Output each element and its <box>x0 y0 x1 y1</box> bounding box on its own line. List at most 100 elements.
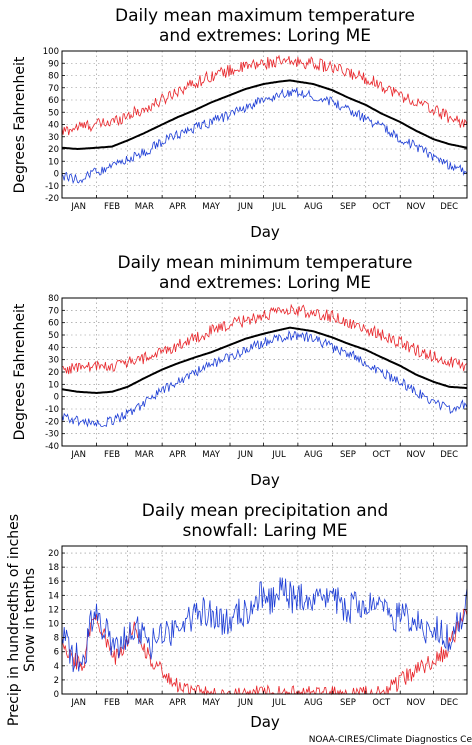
min-temperature-panel: Daily mean minimum temperature and extre… <box>12 253 468 489</box>
y-axis-label: Degrees Fahrenheit <box>12 56 28 193</box>
x-axis-label: Day <box>250 223 280 241</box>
x-tick-label: AUG <box>304 202 323 212</box>
y-tick-label: 6 <box>54 648 59 658</box>
series-line-low <box>61 87 468 185</box>
y-tick-label: 80 <box>48 72 59 82</box>
series-line-record <box>61 54 468 136</box>
x-tick-label: JAN <box>70 202 86 212</box>
panel-title-line-2: and extremes: Loring ME <box>159 273 371 293</box>
x-tick-label: OCT <box>372 450 391 460</box>
y-tick-label: 50 <box>48 331 59 341</box>
x-tick-label: NOV <box>406 450 425 460</box>
x-tick-label: JUN <box>237 202 253 212</box>
x-tick-label: NOV <box>406 698 425 708</box>
y-tick-label: -10 <box>45 405 59 415</box>
y-tick-label: 100 <box>43 47 59 57</box>
x-tick-label: MAY <box>202 202 220 212</box>
y-tick-label: -20 <box>45 194 59 204</box>
panel-title-line-2: snowfall: Laring ME <box>183 521 348 541</box>
x-tick-label: JUN <box>237 450 253 460</box>
x-tick-label: JUL <box>271 698 286 708</box>
x-tick-label: APR <box>169 698 186 708</box>
y-tick-label: 20 <box>48 368 59 378</box>
x-axis-label: Day <box>250 713 280 731</box>
y-tick-label: -40 <box>45 442 59 452</box>
y-tick-label: 12 <box>48 605 59 615</box>
y-tick-label: 2 <box>54 676 59 686</box>
y-tick-label: 20 <box>48 145 59 155</box>
x-tick-label: FEB <box>104 450 120 460</box>
y-tick-label: 18 <box>48 563 59 573</box>
y-tick-label: 30 <box>48 133 59 143</box>
y-axis-label: Degrees Fahrenheit <box>12 303 28 440</box>
x-tick-label: SEP <box>340 202 356 212</box>
x-tick-label: MAR <box>135 450 154 460</box>
y-tick-label: 40 <box>48 121 59 131</box>
series-line-precip <box>61 577 468 673</box>
x-tick-label: AUG <box>304 698 323 708</box>
plot-area: -40 -30 -20 -10 0 10 20 30 40 50 60 70 80 JAN FEB MAR AP… <box>45 294 468 460</box>
x-tick-label: DEC <box>440 450 458 460</box>
x-tick-label: APR <box>169 450 186 460</box>
y-axis-label-line-1: Precip in hundredths of inches <box>6 514 22 726</box>
panel-title-line-2: and extremes: Loring ME <box>159 26 371 46</box>
plot-area: 0 2 4 6 8 10 12 14 16 18 20 JAN FEB MAR APR MAY JUN JUL AU… <box>48 545 468 708</box>
y-tick-label: -30 <box>45 430 59 440</box>
series-line-record <box>61 303 468 375</box>
x-tick-label: JAN <box>70 450 86 460</box>
y-tick-label: 4 <box>54 662 59 672</box>
y-tick-label: 60 <box>48 319 59 329</box>
x-tick-label: JUN <box>237 698 253 708</box>
x-tick-label: JUL <box>271 450 286 460</box>
x-tick-label: JAN <box>70 698 86 708</box>
y-tick-label: 0 <box>54 690 59 700</box>
x-axis-label: Day <box>250 471 280 489</box>
y-tick-label: 10 <box>48 620 59 630</box>
y-tick-label: 30 <box>48 356 59 366</box>
y-axis-label-line-2: Snow in tenths <box>22 568 38 672</box>
y-tick-label: 40 <box>48 343 59 353</box>
x-tick-label: MAY <box>202 450 220 460</box>
y-tick-label: 80 <box>48 294 59 304</box>
x-tick-label: APR <box>169 202 186 212</box>
x-tick-label: JUL <box>271 202 286 212</box>
plot-frame <box>61 545 468 695</box>
y-tick-label: 70 <box>48 84 59 94</box>
y-tick-label: 8 <box>54 634 59 644</box>
x-tick-label: SEP <box>340 450 356 460</box>
y-tick-label: 60 <box>48 96 59 106</box>
y-tick-label: 50 <box>48 108 59 118</box>
y-tick-label: 16 <box>48 577 59 587</box>
panel-title-line-1: Daily mean precipitation and <box>142 501 389 521</box>
series-line-mean <box>61 79 468 151</box>
x-tick-label: MAR <box>135 698 154 708</box>
y-tick-label: -20 <box>45 417 59 427</box>
series-line-low <box>61 330 468 428</box>
y-tick-label: 70 <box>48 306 59 316</box>
x-tick-label: DEC <box>440 698 458 708</box>
y-tick-label: 0 <box>54 393 59 403</box>
series-line-mean <box>61 326 467 395</box>
y-tick-label: 14 <box>48 591 59 601</box>
x-tick-label: SEP <box>340 698 356 708</box>
x-tick-label: OCT <box>372 202 391 212</box>
x-tick-label: OCT <box>372 698 391 708</box>
x-tick-label: FEB <box>104 202 120 212</box>
credit-text: NOAA-CIRES/Climate Diagnostics Ce <box>309 735 472 745</box>
y-tick-label: 10 <box>48 380 59 390</box>
y-tick-label: 10 <box>48 157 59 167</box>
x-tick-label: MAR <box>135 202 154 212</box>
max-temperature-panel: Daily mean maximum temperature and extre… <box>12 6 468 241</box>
precipitation-panel: Daily mean precipitation and snowfall: L… <box>6 501 468 731</box>
x-tick-label: DEC <box>440 202 458 212</box>
y-tick-label: 20 <box>48 549 59 559</box>
x-tick-label: AUG <box>304 450 323 460</box>
panel-title-line-1: Daily mean maximum temperature <box>115 6 415 26</box>
panel-title-line-1: Daily mean minimum temperature <box>118 253 413 273</box>
plot-area: -20 -10 0 10 20 30 40 50 60 70 80 90 100 JAN FEB MAR APR… <box>43 47 468 212</box>
x-tick-label: NOV <box>406 202 425 212</box>
x-tick-label: MAY <box>202 698 220 708</box>
y-tick-label: -10 <box>45 182 59 192</box>
y-tick-label: 90 <box>48 59 59 69</box>
